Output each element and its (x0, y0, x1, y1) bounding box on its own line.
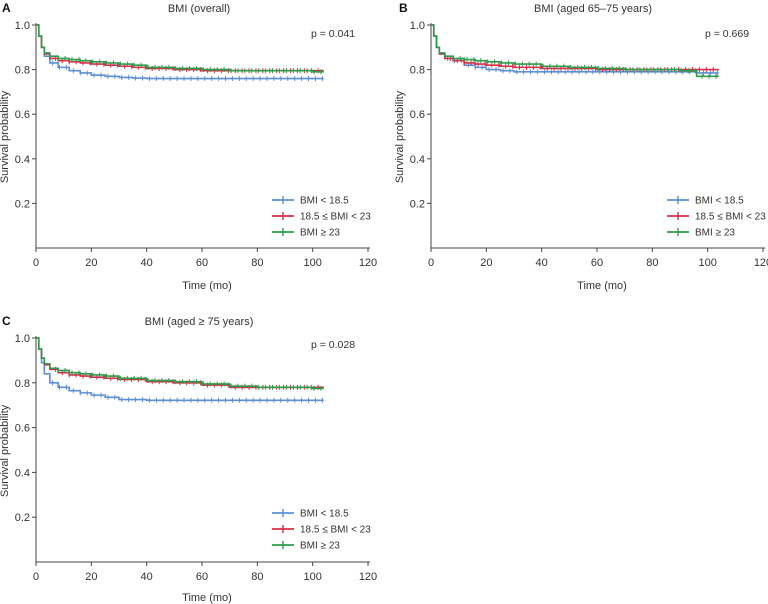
y-tick-label: 0.6 (15, 109, 30, 121)
x-axis-label: Time (mo) (182, 592, 232, 604)
legend-label: BMI ≥ 23 (695, 228, 735, 239)
p-value: p = 0.669 (705, 28, 749, 40)
y-tick-label: 0.8 (15, 378, 30, 390)
legend-label: BMI ≥ 23 (300, 541, 340, 552)
y-tick-label: 1.0 (15, 20, 30, 32)
survival-curve (36, 337, 324, 389)
survival-curve (431, 24, 719, 78)
legend-label: BMI < 18.5 (300, 509, 349, 520)
x-tick-label: 100 (303, 571, 321, 583)
y-tick-label: 0.4 (15, 154, 30, 166)
legend-label: BMI < 18.5 (300, 196, 349, 207)
x-tick-label: 40 (141, 571, 153, 583)
y-tick-label: 1.0 (15, 333, 30, 345)
y-tick-label: 0.2 (410, 198, 425, 210)
x-tick-label: 100 (303, 257, 321, 269)
x-tick-label: 120 (754, 257, 768, 269)
x-tick-label: 60 (591, 257, 603, 269)
legend-entry: 18.5 ≤ BMI < 23 (667, 212, 766, 223)
legend-entry: BMI < 18.5 (272, 509, 349, 520)
censor-marks (57, 55, 322, 75)
y-tick-label: 0.8 (15, 65, 30, 77)
panel-letter: A (2, 1, 11, 15)
legend-entry: BMI < 18.5 (667, 196, 744, 207)
survival-curve (36, 24, 324, 73)
censor-marks (52, 380, 323, 403)
x-tick-label: 120 (359, 257, 377, 269)
y-tick-label: 0.4 (410, 154, 425, 166)
y-axis-label: Survival probability (394, 90, 406, 183)
legend-label: BMI < 18.5 (695, 196, 744, 207)
legend-entry: BMI ≥ 23 (272, 228, 340, 239)
legend-entry: 18.5 ≤ BMI < 23 (272, 525, 371, 536)
panel-title: BMI (aged 65–75 years) (534, 3, 652, 15)
censor-marks (452, 55, 717, 79)
legend-label: 18.5 ≤ BMI < 23 (695, 212, 766, 223)
y-tick-label: 0.6 (15, 423, 30, 435)
y-axis-label: Survival probability (0, 90, 11, 183)
y-tick-label: 0.8 (410, 65, 425, 77)
survival-curve (431, 24, 719, 74)
x-tick-label: 60 (196, 257, 208, 269)
p-value: p = 0.028 (311, 339, 355, 351)
y-axis-label: Survival probability (0, 404, 11, 497)
legend-label: 18.5 ≤ BMI < 23 (300, 212, 371, 223)
legend-label: BMI ≥ 23 (300, 228, 340, 239)
x-tick-label: 80 (646, 257, 658, 269)
censor-marks (54, 366, 319, 390)
x-tick-label: 20 (85, 257, 97, 269)
survival-curve (431, 24, 719, 71)
panel-c: C BMI (aged ≥ 75 years) p = 0.028 0 20 40 60 80… (0, 314, 377, 604)
panel-letter: B (399, 1, 408, 15)
survival-curve (36, 24, 324, 72)
x-tick-label: 60 (196, 571, 208, 583)
x-axis-label: Time (mo) (182, 280, 232, 292)
p-value: p = 0.041 (311, 28, 355, 40)
panel-letter: C (2, 314, 11, 328)
x-tick-label: 0 (33, 571, 39, 583)
x-tick-label: 0 (33, 257, 39, 269)
y-tick-label: 0.6 (410, 109, 425, 121)
legend-label: 18.5 ≤ BMI < 23 (300, 525, 371, 536)
panel-a: A BMI (overall) p = 0.041 0 20 40 60 80 100 120 0.… (0, 1, 377, 292)
legend-entry: BMI ≥ 23 (272, 541, 340, 552)
x-tick-label: 40 (536, 257, 548, 269)
legend-entry: 18.5 ≤ BMI < 23 (272, 212, 371, 223)
x-tick-label: 20 (480, 257, 492, 269)
x-tick-label: 120 (359, 571, 377, 583)
legend-entry: BMI ≥ 23 (667, 228, 735, 239)
y-tick-label: 0.4 (15, 467, 30, 479)
x-axis-label: Time (mo) (577, 280, 627, 292)
y-tick-label: 0.2 (15, 198, 30, 210)
survival-curve (36, 337, 324, 390)
legend-entry: BMI < 18.5 (272, 196, 349, 207)
survival-curve (36, 337, 324, 402)
panel-b: B BMI (aged 65–75 years) p = 0.669 0 20 40 60 8… (394, 1, 768, 292)
censor-marks (52, 60, 323, 82)
x-tick-label: 80 (251, 257, 263, 269)
x-tick-label: 80 (251, 571, 263, 583)
x-tick-label: 20 (85, 571, 97, 583)
panel-title: BMI (overall) (168, 3, 230, 15)
x-tick-label: 0 (428, 257, 434, 269)
x-tick-label: 40 (141, 257, 153, 269)
panel-title: BMI (aged ≥ 75 years) (145, 316, 254, 328)
y-tick-label: 1.0 (410, 20, 425, 32)
censor-marks (447, 55, 718, 76)
x-tick-label: 100 (698, 257, 716, 269)
censor-marks (57, 367, 322, 391)
y-tick-label: 0.2 (15, 512, 30, 524)
